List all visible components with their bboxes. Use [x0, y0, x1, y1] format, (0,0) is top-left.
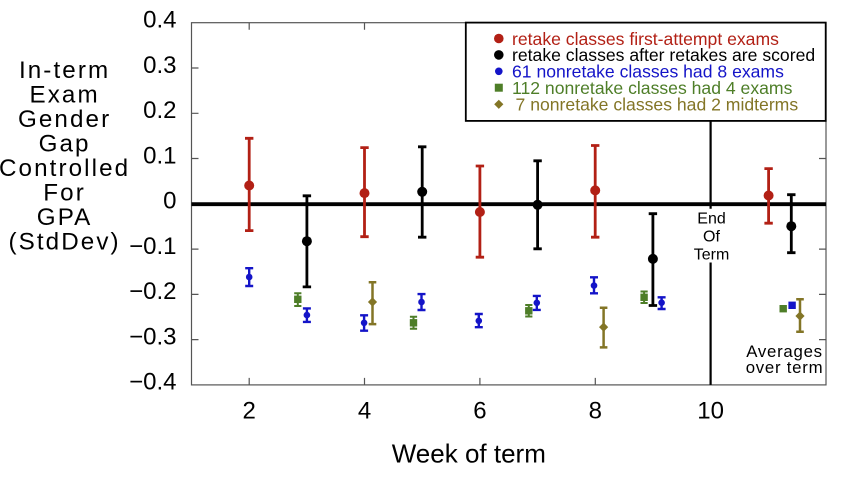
- svg-text:−0.2: −0.2: [129, 278, 176, 305]
- svg-text:Gap: Gap: [39, 130, 91, 157]
- svg-text:−0.1: −0.1: [129, 233, 176, 260]
- svg-text:10: 10: [697, 398, 724, 425]
- svg-text:0.4: 0.4: [143, 7, 176, 34]
- svg-text:End: End: [697, 210, 725, 227]
- svg-text:0.1: 0.1: [143, 142, 176, 169]
- svg-text:Controlled: Controlled: [0, 155, 130, 182]
- svg-text:Term: Term: [694, 246, 730, 263]
- svg-text:Week of term: Week of term: [392, 439, 546, 469]
- svg-text:112 nonretake classes had 4 ex: 112 nonretake classes had 4 exams: [512, 78, 793, 98]
- svg-text:−0.4: −0.4: [129, 369, 176, 396]
- svg-text:Exam: Exam: [29, 81, 99, 108]
- svg-text:0.2: 0.2: [143, 97, 176, 124]
- svg-text:−0.3: −0.3: [129, 323, 176, 350]
- svg-text:4: 4: [358, 398, 371, 425]
- svg-text:retake classes first-attempt e: retake classes first-attempt exams: [512, 29, 779, 49]
- svg-text:(StdDev): (StdDev): [8, 228, 120, 255]
- svg-text:GPA: GPA: [37, 204, 93, 231]
- svg-text:Averages: Averages: [746, 342, 823, 361]
- svg-text:61 nonretake classes had 8 exa: 61 nonretake classes had 8 exams: [512, 62, 784, 82]
- svg-text:6: 6: [473, 398, 486, 425]
- svg-text:over term: over term: [746, 358, 824, 377]
- svg-text:Of: Of: [703, 228, 720, 245]
- svg-text:For: For: [43, 179, 86, 206]
- svg-text:2: 2: [243, 398, 256, 425]
- svg-text:0: 0: [163, 188, 176, 215]
- svg-text:7 nonretake classes had 2 midt: 7 nonretake classes had 2 midterms: [512, 95, 798, 115]
- svg-text:0.3: 0.3: [143, 52, 176, 79]
- svg-text:Gender: Gender: [18, 106, 111, 133]
- svg-text:retake classes after retakes a: retake classes after retakes are scored: [512, 45, 815, 65]
- svg-text:8: 8: [589, 398, 602, 425]
- svg-text:In-term: In-term: [19, 57, 110, 84]
